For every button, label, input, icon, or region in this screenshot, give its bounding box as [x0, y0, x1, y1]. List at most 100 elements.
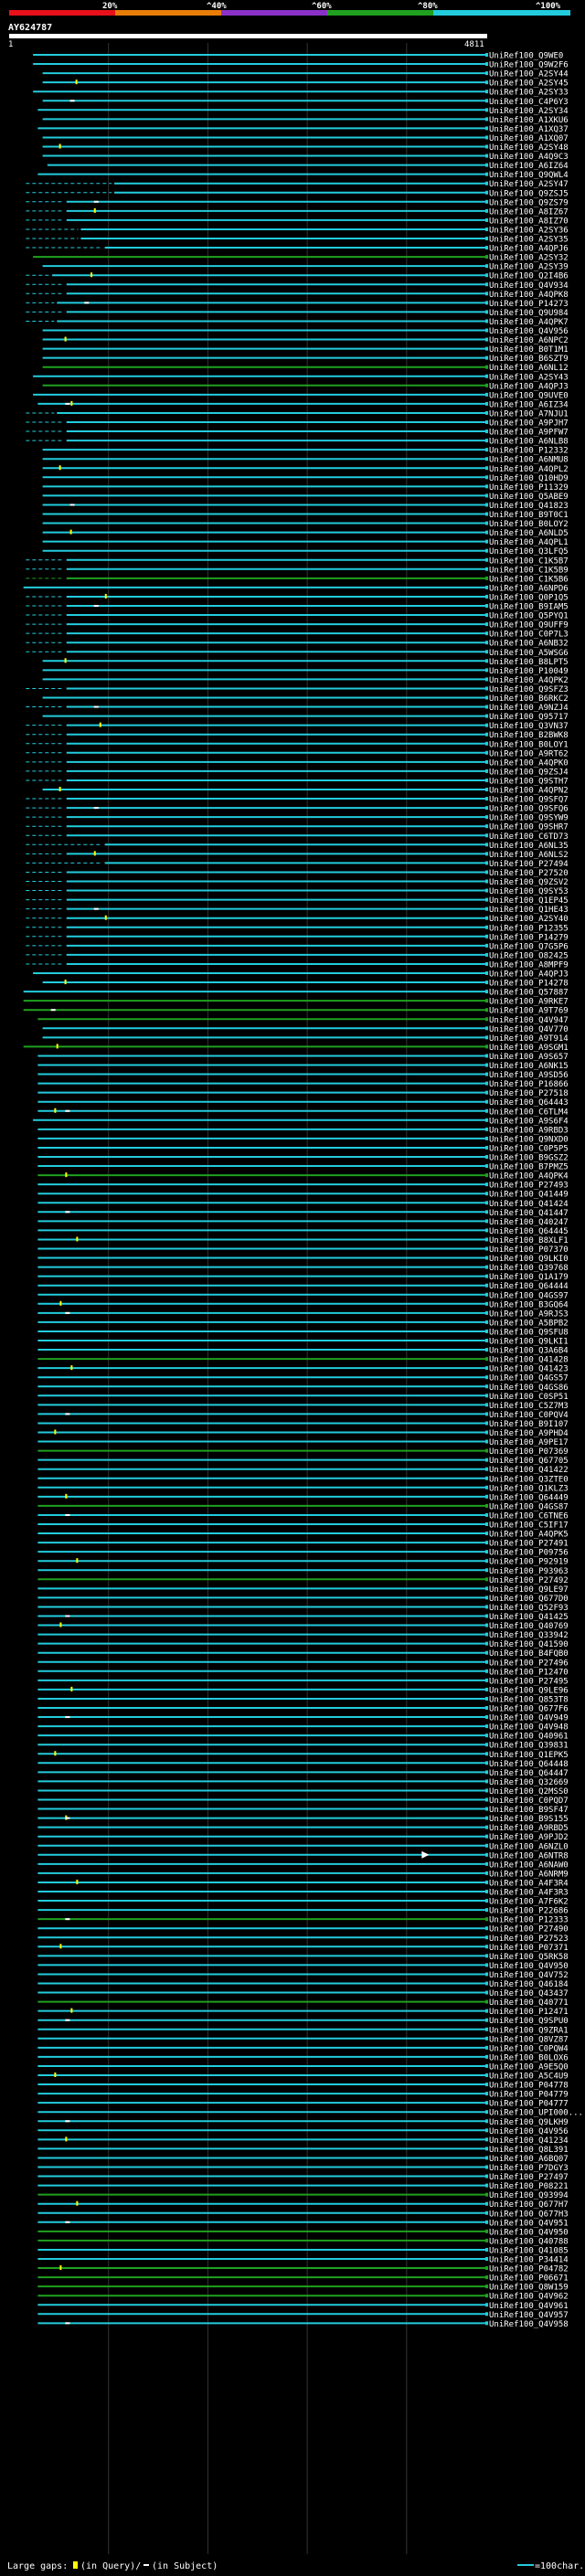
hit-row[interactable]: UniRef100_Q9ZSJ5: [26, 189, 569, 198]
hit-label[interactable]: UniRef100_A6NAW0: [489, 1860, 569, 1870]
hit-row[interactable]: UniRef100_Q40961: [37, 1733, 569, 1742]
hit-row[interactable]: UniRef100_P04778: [37, 2082, 569, 2091]
hit-label[interactable]: UniRef100_Q853T8: [489, 1695, 569, 1704]
hit-label[interactable]: UniRef100_Q4V950: [489, 2228, 569, 2237]
hit-row[interactable]: UniRef100_B8LPT5: [42, 658, 569, 667]
hit-label[interactable]: UniRef100_UPI000...: [489, 2109, 583, 2118]
hit-row[interactable]: UniRef100_Q1KLZ3: [37, 1484, 569, 1493]
hit-row[interactable]: UniRef100_Q40769: [37, 1622, 569, 1631]
hit-row[interactable]: UniRef100_Q3LFQ5: [42, 547, 569, 557]
hit-row[interactable]: UniRef100_Q9SPU0: [37, 2017, 569, 2026]
hit-row[interactable]: UniRef100_Q39768: [37, 1264, 569, 1273]
hit-row[interactable]: UniRef100_B9S155: [37, 1815, 569, 1824]
hit-row[interactable]: UniRef100_Q52F93: [37, 1604, 569, 1613]
hit-row[interactable]: UniRef100_A6NTR8: [37, 1850, 569, 1861]
hit-label[interactable]: UniRef100_A2SY48: [489, 143, 569, 153]
hit-label[interactable]: UniRef100_Q4GS87: [489, 1502, 569, 1511]
hit-row[interactable]: UniRef100_A5BPB2: [37, 1319, 569, 1328]
hit-label[interactable]: UniRef100_Q9NXD0: [489, 1135, 569, 1144]
hit-row[interactable]: UniRef100_P92919: [37, 1558, 569, 1567]
hit-label[interactable]: UniRef100_A4QPL2: [489, 465, 569, 474]
hit-row[interactable]: UniRef100_Q7G5P6: [26, 942, 569, 951]
hit-row[interactable]: UniRef100_A2SY44: [42, 70, 569, 80]
hit-label[interactable]: UniRef100_A9T914: [489, 1034, 569, 1044]
hit-label[interactable]: UniRef100_Q52F93: [489, 1604, 569, 1613]
hit-label[interactable]: UniRef100_A4QPJ6: [489, 245, 569, 254]
hit-label[interactable]: UniRef100_A2SY43: [489, 373, 569, 382]
hit-label[interactable]: UniRef100_Q39768: [489, 1264, 569, 1273]
hit-row[interactable]: UniRef100_A6NPC2: [42, 336, 569, 345]
hit-row[interactable]: UniRef100_C0PQW4: [37, 2044, 569, 2053]
hit-row[interactable]: UniRef100_A6NB32: [26, 640, 569, 649]
hit-row[interactable]: UniRef100_Q677H3: [37, 2210, 569, 2219]
hit-label[interactable]: UniRef100_C1K5B6: [489, 575, 569, 584]
hit-label[interactable]: UniRef100_A8IZ70: [489, 217, 569, 226]
hit-row[interactable]: UniRef100_A9PJD2: [37, 1833, 569, 1842]
hit-row[interactable]: UniRef100_Q4GS97: [37, 1291, 569, 1300]
hit-row[interactable]: UniRef100_Q43437: [37, 1989, 569, 1998]
hit-label[interactable]: UniRef100_Q4V752: [489, 1971, 569, 1980]
hit-row[interactable]: UniRef100_A6NLB8: [26, 438, 569, 447]
hit-row[interactable]: UniRef100_A2SY36: [26, 226, 569, 235]
hit-label[interactable]: UniRef100_Q9SY53: [489, 887, 569, 896]
hit-label[interactable]: UniRef100_Q9SFZ3: [489, 685, 569, 694]
hit-label[interactable]: UniRef100_P10049: [489, 667, 569, 676]
hit-label[interactable]: UniRef100_Q4GS97: [489, 1291, 569, 1300]
hit-label[interactable]: UniRef100_P27491: [489, 1540, 569, 1549]
hit-row[interactable]: UniRef100_Q853T8: [37, 1695, 569, 1704]
hit-row[interactable]: UniRef100_Q4V752: [37, 1971, 569, 1980]
hit-row[interactable]: UniRef100_Q4V770: [42, 1025, 569, 1034]
hit-label[interactable]: UniRef100_A2SY39: [489, 263, 569, 272]
hit-label[interactable]: UniRef100_P12332: [489, 447, 569, 456]
hit-label[interactable]: UniRef100_P12355: [489, 924, 569, 933]
hit-label[interactable]: UniRef100_A2SY34: [489, 107, 569, 116]
hit-label[interactable]: UniRef100_Q1EPK5: [489, 1751, 569, 1760]
hit-row[interactable]: UniRef100_P14278: [42, 980, 569, 989]
hit-row[interactable]: UniRef100_Q67705: [37, 1457, 569, 1466]
hit-label[interactable]: UniRef100_Q9LE97: [489, 1585, 569, 1595]
hit-row[interactable]: UniRef100_A9RJS3: [37, 1309, 569, 1319]
hit-row[interactable]: UniRef100_A4QPN2: [42, 787, 569, 796]
hit-row[interactable]: UniRef100_Q41823: [42, 502, 569, 511]
hit-label[interactable]: UniRef100_Q41428: [489, 1356, 569, 1365]
hit-row[interactable]: UniRef100_A5WSG6: [26, 649, 569, 658]
hit-row[interactable]: UniRef100_A4QPJ3: [33, 970, 569, 980]
hit-label[interactable]: UniRef100_Q41447: [489, 1209, 569, 1218]
hit-row[interactable]: UniRef100_A4QPK2: [42, 676, 569, 685]
hit-row[interactable]: UniRef100_P27497: [37, 2173, 569, 2182]
hit-row[interactable]: UniRef100_Q39831: [37, 1742, 569, 1751]
hit-label[interactable]: UniRef100_Q1HE43: [489, 906, 569, 915]
hit-label[interactable]: UniRef100_Q40961: [489, 1733, 569, 1742]
hit-label[interactable]: UniRef100_A6NLD5: [489, 529, 569, 538]
hit-label[interactable]: UniRef100_Q64448: [489, 1760, 569, 1769]
hit-label[interactable]: UniRef100_P93963: [489, 1567, 569, 1576]
hit-label[interactable]: UniRef100_A6NZL0: [489, 1842, 569, 1851]
hit-row[interactable]: UniRef100_A9NZJ4: [26, 704, 569, 713]
hit-label[interactable]: UniRef100_A2SY33: [489, 89, 569, 98]
hit-row[interactable]: UniRef100_Q41423: [37, 1365, 569, 1374]
hit-label[interactable]: UniRef100_A4F3R3: [489, 1889, 569, 1898]
hit-label[interactable]: UniRef100_P04779: [489, 2091, 569, 2100]
hit-label[interactable]: UniRef100_P27496: [489, 1659, 569, 1668]
hit-row[interactable]: UniRef100_Q9SHR7: [26, 823, 569, 832]
hit-row[interactable]: UniRef100_P27490: [37, 1925, 569, 1935]
hit-label[interactable]: UniRef100_A9PHD4: [489, 1429, 569, 1438]
hit-row[interactable]: UniRef100_P27491: [37, 1540, 569, 1549]
hit-label[interactable]: UniRef100_Q9ZRA1: [489, 2026, 569, 2035]
hit-row[interactable]: UniRef100_Q10HD9: [42, 474, 569, 483]
hit-label[interactable]: UniRef100_P12470: [489, 1668, 569, 1677]
hit-row[interactable]: UniRef100_P11329: [42, 483, 569, 493]
hit-label[interactable]: UniRef100_A6NLS2: [489, 851, 569, 860]
hit-row[interactable]: UniRef100_Q41085: [37, 2246, 569, 2255]
hit-row[interactable]: UniRef100_A1XKU6: [42, 116, 569, 125]
hit-label[interactable]: UniRef100_Q8VZ87: [489, 2035, 569, 2044]
hit-label[interactable]: UniRef100_P11329: [489, 483, 569, 493]
hit-row[interactable]: UniRef100_A4QPK4: [37, 1172, 569, 1182]
hit-row[interactable]: UniRef100_A4F3R4: [37, 1879, 569, 1888]
hit-row[interactable]: UniRef100_Q9SFQ6: [26, 805, 569, 814]
hit-row[interactable]: UniRef100_Q4V948: [37, 1723, 569, 1733]
hit-label[interactable]: UniRef100_Q3LFQ5: [489, 547, 569, 557]
hit-row[interactable]: UniRef100_Q9LKH9: [37, 2118, 569, 2127]
hit-row[interactable]: UniRef100_A7NJU1: [26, 409, 569, 419]
hit-row[interactable]: UniRef100_A9S657: [37, 1053, 569, 1062]
